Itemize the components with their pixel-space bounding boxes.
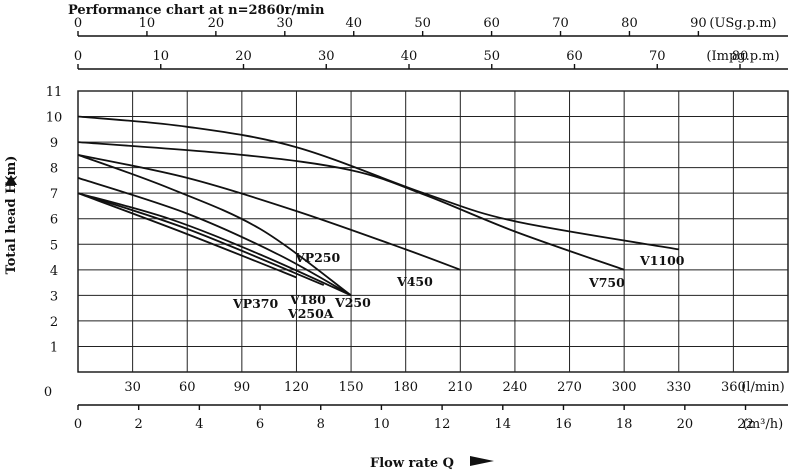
- curve-label-v750: V750: [588, 275, 625, 290]
- bottom-axes: 0 30 60 90 120 150 180 210 240 270 300 330 360(l/min…: [44, 380, 788, 432]
- bottom-axis-tick-label: 240: [503, 380, 528, 395]
- top-axis-tick-label: 10: [139, 16, 156, 31]
- y-tick-label: 1: [50, 340, 58, 355]
- curve-label-v1100: V1100: [639, 253, 685, 268]
- y-tick-labels: 1 2 3 4 5 6 7 8 9 10 11: [46, 85, 63, 355]
- curve-v750: [77, 141, 625, 271]
- bottom-axis-tick-label: 360: [721, 380, 746, 395]
- bottom-axis-origin-label: 0: [44, 385, 52, 400]
- bottom-axis-tick-label: 8: [317, 417, 325, 432]
- bottom-axis-unit: (m³/h): [743, 417, 783, 432]
- curve-label-v250: V250: [334, 295, 371, 310]
- curve-label-v450: V450: [396, 274, 433, 289]
- bottom-axis-tick-label: 150: [339, 380, 364, 395]
- bottom-axis-unit: (l/min): [741, 380, 785, 395]
- x-axis-arrow-icon: [470, 456, 494, 466]
- bottom-axis-tick-label: 14: [495, 417, 512, 432]
- top-axis-tick-label: 20: [235, 49, 252, 64]
- curve-vp370: [77, 192, 297, 279]
- top-axis-tick-label: 50: [414, 16, 431, 31]
- top-axis-tick-label: 40: [345, 16, 362, 31]
- curve-v450: [77, 154, 461, 271]
- y-tick-label: 11: [46, 85, 63, 100]
- bottom-axis-tick-label: 330: [666, 380, 691, 395]
- y-tick-label: 9: [50, 136, 58, 151]
- bottom-axis-tick-label: 22: [737, 417, 754, 432]
- y-tick-label: 3: [50, 289, 58, 304]
- top-axis-tick-label: 60: [483, 16, 500, 31]
- bottom-axis-tick-label: 2: [135, 417, 143, 432]
- y-tick-label: 5: [50, 238, 58, 253]
- curve-label-v250a: V250A: [287, 306, 334, 321]
- top-axis-tick-label: 70: [649, 49, 666, 64]
- bottom-axis-tick-label: 60: [179, 380, 196, 395]
- top-axis-unit: (Impg.p.m): [706, 49, 779, 64]
- curve-vp250: [77, 154, 352, 297]
- top-axis-tick-label: 30: [318, 49, 335, 64]
- top-axis-tick-label: 0: [74, 16, 82, 31]
- bottom-axis-tick-label: 0: [74, 417, 82, 432]
- plot-grid: [77, 90, 789, 373]
- top-axis-tick-label: 50: [483, 49, 500, 64]
- top-axis-tick-label: 80: [621, 16, 638, 31]
- y-tick-label: 10: [46, 111, 63, 126]
- y-tick-label: 2: [50, 315, 58, 330]
- bottom-axis-tick-label: 300: [612, 380, 637, 395]
- y-axis-arrow-icon: [5, 175, 17, 185]
- curve-label-vp250: VP250: [294, 250, 340, 265]
- curve-v250a: [77, 192, 352, 297]
- top-axis-unit: (USg.p.m): [709, 16, 776, 31]
- bottom-axis-tick-label: 30: [124, 380, 141, 395]
- bottom-axis-tick-label: 12: [434, 417, 451, 432]
- bottom-axis-tick-label: 120: [284, 380, 309, 395]
- bottom-axis-tick-label: 210: [448, 380, 473, 395]
- top-axis-tick-label: 40: [401, 49, 418, 64]
- y-tick-label: 7: [50, 187, 58, 202]
- top-axis-tick-label: 30: [277, 16, 294, 31]
- top-axis-tick-label: 80: [732, 49, 749, 64]
- top-axis-tick-label: 90: [690, 16, 707, 31]
- y-axis-label: Total head H(m): [4, 156, 19, 275]
- bottom-axis-tick-label: 18: [616, 417, 633, 432]
- bottom-axis-tick-label: 90: [234, 380, 251, 395]
- y-tick-label: 4: [50, 264, 58, 279]
- top-axis-tick-label: 60: [566, 49, 583, 64]
- bottom-axis-tick-label: 270: [557, 380, 582, 395]
- top-axes: 0 10 20 30 40 50 60 70 80 90 (USg.p.m) 0 10 20 30 40 50 6…: [74, 16, 788, 70]
- top-axis-tick-label: 0: [74, 49, 82, 64]
- top-axis-tick-label: 20: [208, 16, 225, 31]
- bottom-axis-tick-label: 10: [373, 417, 390, 432]
- top-axis-tick-label: 10: [152, 49, 169, 64]
- y-tick-label: 6: [50, 213, 58, 228]
- pump-curves: [77, 115, 679, 297]
- bottom-axis-tick-label: 180: [393, 380, 418, 395]
- x-axis-label: Flow rate Q: [370, 456, 454, 471]
- curve-label-v180: V180: [289, 292, 326, 307]
- top-axis-tick-label: 70: [552, 16, 569, 31]
- chart-title: Performance chart at n=2860r/min: [68, 3, 325, 18]
- curve-v180: [77, 192, 325, 286]
- bottom-axis-tick-label: 4: [195, 417, 203, 432]
- plot-frame: [77, 90, 789, 373]
- curve-label-vp370: VP370: [232, 296, 278, 311]
- bottom-axis-tick-label: 6: [256, 417, 264, 432]
- curve-v250: [77, 177, 352, 297]
- bottom-axis-tick-label: 20: [677, 417, 694, 432]
- bottom-axis-tick-label: 16: [555, 417, 572, 432]
- curve-v1100: [77, 115, 679, 251]
- y-tick-label: 8: [50, 162, 58, 177]
